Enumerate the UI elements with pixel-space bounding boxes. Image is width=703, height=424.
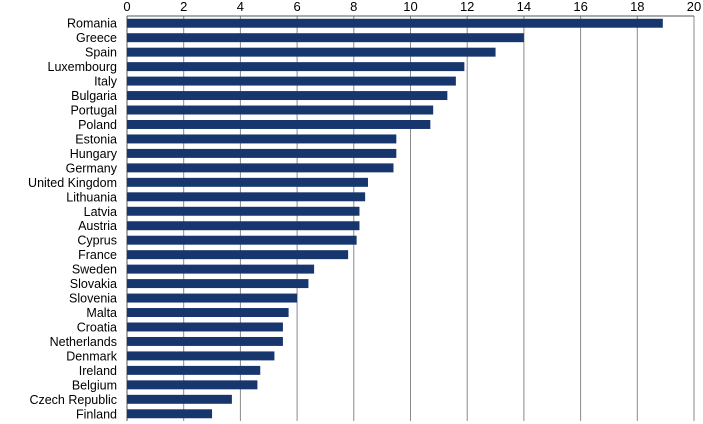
category-label: Spain <box>85 46 117 60</box>
bar <box>127 308 289 318</box>
bar <box>127 76 456 86</box>
category-label: Denmark <box>66 349 117 363</box>
category-label: Sweden <box>72 263 117 277</box>
bar <box>127 250 349 260</box>
category-label: Czech Republic <box>29 393 117 407</box>
x-axis-ticks: 0 2 4 6 8 10 12 14 16 18 20 <box>123 0 701 14</box>
category-label: Portugal <box>70 104 117 118</box>
bar <box>127 279 309 289</box>
category-label: Cyprus <box>77 234 117 248</box>
category-label: Poland <box>78 118 117 132</box>
x-tick-label: 2 <box>180 0 187 14</box>
bar <box>127 105 434 115</box>
x-tick-label: 16 <box>573 0 587 14</box>
category-label: Croatia <box>77 320 117 334</box>
x-tick-label: 14 <box>517 0 531 14</box>
bar <box>127 134 397 144</box>
category-label: Estonia <box>75 132 117 146</box>
bar <box>127 264 315 274</box>
bar <box>127 47 496 57</box>
bar <box>127 177 368 187</box>
category-label: Italy <box>94 75 118 89</box>
bar <box>127 33 524 43</box>
x-tick-label: 18 <box>630 0 644 14</box>
category-label: Lithuania <box>66 190 117 204</box>
category-label: Ireland <box>79 364 117 378</box>
bars <box>127 18 663 419</box>
bar <box>127 192 366 202</box>
bar <box>127 351 275 361</box>
category-labels: RomaniaGreeceSpainLuxembourgItalyBulgari… <box>28 17 118 422</box>
bar <box>127 119 431 129</box>
bar <box>127 409 213 419</box>
bar <box>127 322 283 332</box>
category-label: Austria <box>78 219 117 233</box>
bar <box>127 336 283 346</box>
bar <box>127 365 261 375</box>
category-label: Germany <box>66 161 118 175</box>
bar <box>127 394 232 404</box>
bar <box>127 206 360 216</box>
x-tick-label: 12 <box>460 0 474 14</box>
category-label: United Kingdom <box>28 176 117 190</box>
category-label: Bulgaria <box>71 89 117 103</box>
bar <box>127 18 663 28</box>
x-tick-label: 10 <box>403 0 417 14</box>
x-tick-label: 8 <box>350 0 357 14</box>
bar <box>127 148 397 158</box>
bar <box>127 221 360 231</box>
bar <box>127 62 465 72</box>
category-label: Greece <box>76 31 117 45</box>
category-label: Latvia <box>84 205 117 219</box>
bar <box>127 293 298 303</box>
category-label: Finland <box>76 407 117 421</box>
category-label: Slovakia <box>70 277 117 291</box>
category-label: Malta <box>86 306 117 320</box>
category-label: France <box>78 248 117 262</box>
x-tick-label: 0 <box>123 0 130 14</box>
category-label: Belgium <box>72 378 117 392</box>
bar <box>127 163 394 173</box>
category-label: Slovenia <box>69 292 117 306</box>
category-label: Netherlands <box>50 335 117 349</box>
category-label: Hungary <box>70 147 118 161</box>
category-label: Luxembourg <box>48 60 118 74</box>
bar <box>127 91 448 101</box>
bar <box>127 235 357 245</box>
x-tick-label: 20 <box>687 0 701 14</box>
x-tick-label: 4 <box>237 0 244 14</box>
category-label: Romania <box>67 17 117 31</box>
bar <box>127 380 258 390</box>
x-tick-label: 6 <box>293 0 300 14</box>
